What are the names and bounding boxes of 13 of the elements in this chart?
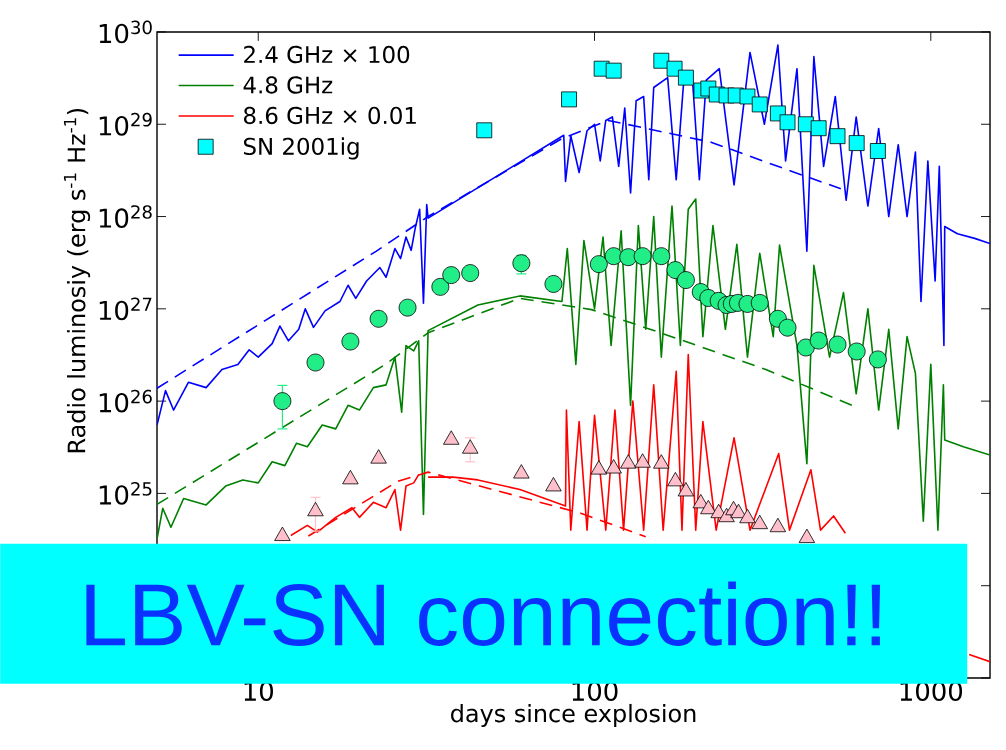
legend-label: 8.6 GHz × 0.01 (244, 106, 416, 125)
legend-label: 4.8 GHz (243, 76, 333, 94)
annotation: LBV-SN connection!! (86, 581, 881, 646)
y-tick-label: 10$^{30}$ (99, 20, 152, 44)
y-tick-label: 10$^{25}$ (99, 481, 152, 505)
x-axis-title: days since explosion (451, 703, 696, 728)
y-tick-label: 10$^{28}$ (99, 205, 152, 228)
legend-label: SN 2001ig (243, 137, 359, 160)
legend-label: 2.4 GHz × 100 (244, 45, 410, 64)
y-tick-label: 10$^{29}$ (99, 112, 152, 136)
y-tick-label: 10$^{26}$ (99, 389, 152, 413)
y-tick-label: 10$^{27}$ (99, 297, 152, 321)
y-axis-title: Radio luminosiy (erg s$^{-1}$ Hz$^{-1}$) (63, 108, 91, 453)
